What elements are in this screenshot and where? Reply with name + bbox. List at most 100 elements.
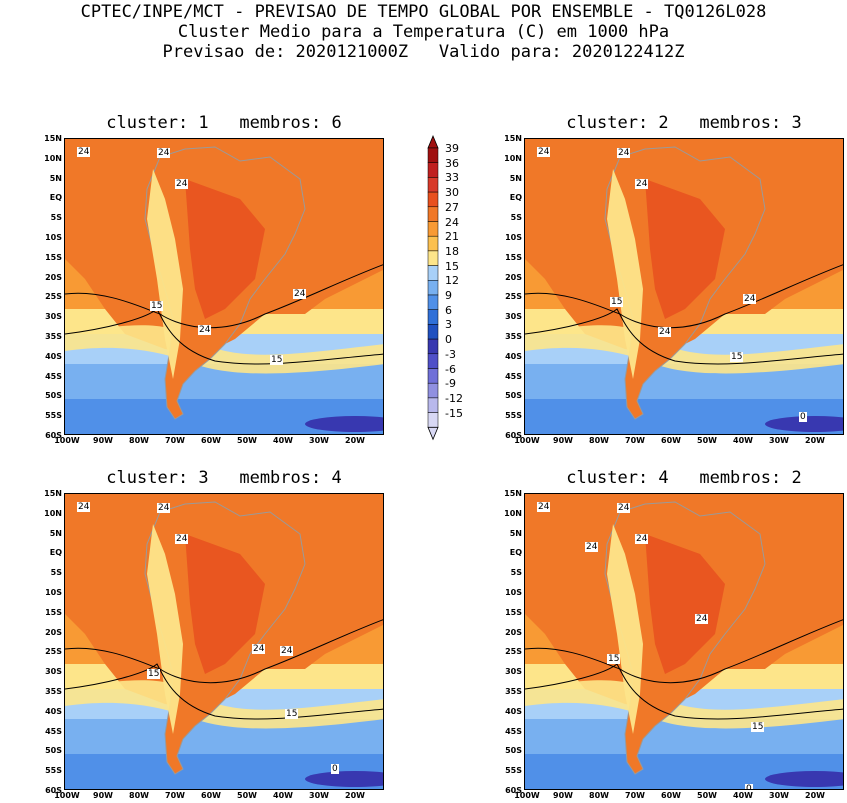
- y-tick-label: EQ: [49, 548, 62, 558]
- contour-label: 0: [745, 784, 753, 789]
- contour-label: 24: [537, 147, 551, 157]
- x-tick-label: 100W: [54, 791, 80, 800]
- y-tick-label: 25S: [505, 647, 522, 657]
- y-tick-label: 55S: [45, 766, 62, 776]
- y-tick-label: 60S: [45, 431, 62, 440]
- x-tick-label: 90W: [553, 436, 573, 445]
- colorbar-label: 30: [445, 186, 459, 200]
- y-tick-label: 20S: [45, 627, 62, 637]
- contour-label: 24: [635, 534, 649, 544]
- colorbar-label: -9: [445, 377, 456, 391]
- y-tick-label: 50S: [505, 746, 522, 756]
- contour-label: 24: [157, 148, 171, 158]
- x-tick-label: 70W: [625, 791, 645, 800]
- x-tick-label: 70W: [625, 436, 645, 445]
- panel-title-3: cluster: 3 membros: 4: [106, 468, 342, 488]
- y-tick-label: 15N: [504, 489, 522, 498]
- y-tick-label: 60S: [505, 786, 522, 795]
- title-line-2: Cluster Medio para a Temperatura (C) em …: [177, 22, 670, 42]
- contour-label: 24: [695, 614, 709, 624]
- contour-label: 15: [147, 669, 161, 679]
- y-tick-label: 20S: [505, 272, 522, 282]
- y-tick-label: 15S: [505, 252, 522, 262]
- x-tick-label: 60W: [201, 436, 221, 445]
- contour-label: 15: [270, 355, 284, 365]
- contour-label: 24: [77, 502, 91, 512]
- temperature-map-3: 24 24 24 24 15 24 15 0: [64, 493, 384, 790]
- panel-title-2: cluster: 2 membros: 3: [566, 113, 802, 133]
- temperature-map-1: 24 24 24 24 15 24 15: [64, 138, 384, 435]
- colorbar-label: 24: [445, 215, 459, 229]
- colorbar-label: 12: [445, 274, 459, 288]
- y-tick-label: 10S: [45, 588, 62, 597]
- y-tick-label: 5N: [49, 173, 62, 183]
- colorbar-label: 36: [445, 156, 459, 170]
- y-tick-label: 40S: [45, 706, 62, 716]
- contour-label: 24: [617, 148, 631, 158]
- y-tick-label: 5N: [509, 528, 522, 538]
- x-tick-label: 70W: [165, 791, 185, 800]
- contour-label: 15: [607, 654, 621, 664]
- y-tick-label: 45S: [45, 371, 62, 381]
- y-tick-label: 30S: [505, 667, 522, 677]
- y-tick-label: 10N: [44, 153, 62, 163]
- y-tick-label: 10S: [505, 588, 522, 597]
- colorbar-label: -12: [445, 391, 463, 405]
- colorbar-label: 27: [445, 200, 459, 214]
- colorbar-label: 0: [445, 333, 452, 347]
- x-tick-label: 60W: [661, 791, 681, 800]
- y-tick-label: 15N: [44, 134, 62, 143]
- contour-label: 24: [585, 542, 599, 552]
- colorbar-label: 3: [445, 318, 452, 332]
- colorbar-label: 15: [445, 259, 459, 273]
- x-tick-label: 30W: [309, 436, 329, 445]
- x-tick-label: 30W: [309, 791, 329, 800]
- contour-label: 24: [617, 503, 631, 513]
- colorbar-label: 18: [445, 244, 459, 258]
- y-tick-label: 5N: [49, 528, 62, 538]
- y-tick-label: 45S: [505, 726, 522, 736]
- x-tick-label: 50W: [697, 436, 717, 445]
- y-tick-label: 40S: [505, 351, 522, 361]
- x-tick-label: 30W: [769, 436, 789, 445]
- y-tick-label: 15S: [45, 252, 62, 262]
- y-tick-label: 50S: [45, 391, 62, 401]
- y-tick-label: 30S: [505, 312, 522, 322]
- y-tick-label: 50S: [505, 391, 522, 401]
- x-tick-label: 40W: [273, 791, 293, 800]
- y-tick-label: 55S: [45, 411, 62, 421]
- colorbar-label: -15: [445, 406, 463, 420]
- y-tick-label: 40S: [45, 351, 62, 361]
- x-tick-label: 20W: [345, 436, 365, 445]
- y-tick-label: 15N: [44, 489, 62, 498]
- title-line-3: Previsao de: 2020121000Z Valido para: 20…: [162, 42, 685, 62]
- y-tick-label: EQ: [509, 548, 522, 558]
- y-tick-label: EQ: [49, 193, 62, 203]
- x-tick-label: 60W: [661, 436, 681, 445]
- contour-label: 24: [175, 179, 189, 189]
- y-tick-label: 35S: [45, 687, 62, 696]
- y-tick-label: 20S: [505, 627, 522, 637]
- x-tick-label: 80W: [129, 791, 149, 800]
- y-tick-label: 5N: [509, 173, 522, 183]
- colorbar-label: 9: [445, 289, 452, 302]
- y-tick-label: 60S: [505, 431, 522, 440]
- y-tick-label: 35S: [505, 332, 522, 341]
- y-tick-label: 50S: [45, 746, 62, 756]
- y-tick-label: 55S: [505, 411, 522, 421]
- x-tick-label: 90W: [93, 791, 113, 800]
- x-tick-label: 80W: [589, 791, 609, 800]
- contour-label: 15: [285, 709, 299, 719]
- contour-label: 24: [537, 502, 551, 512]
- contour-label: 24: [157, 503, 171, 513]
- x-tick-label: 70W: [165, 436, 185, 445]
- temperature-map-4: 24 24 24 24 15 24 15 0: [524, 493, 844, 790]
- x-tick-label: 100W: [514, 791, 540, 800]
- colorbar-label: 33: [445, 171, 459, 185]
- title-line-1: CPTEC/INPE/MCT - PREVISAO DE TEMPO GLOBA…: [80, 2, 767, 22]
- x-tick-label: 40W: [733, 436, 753, 445]
- x-tick-label: 100W: [54, 436, 80, 445]
- contour-label: 24: [77, 147, 91, 157]
- y-tick-label: 25S: [505, 292, 522, 302]
- y-tick-label: 5S: [50, 213, 62, 223]
